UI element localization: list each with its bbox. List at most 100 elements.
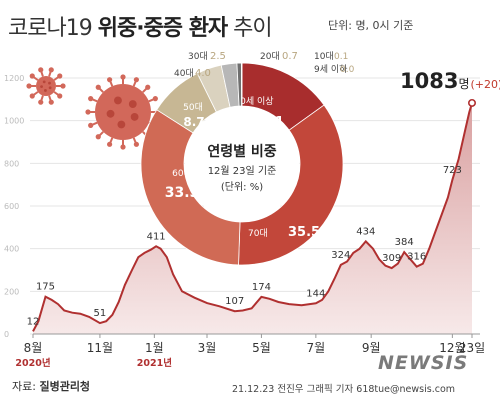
slice-label: 10대 [314, 51, 334, 62]
age-donut-chart: 80세 이상15.170대35.560대33.550대8.740대4.030대2… [140, 51, 355, 266]
virus-spot [106, 109, 115, 118]
virus-spot [114, 96, 122, 105]
title-suffix: 추이 [227, 16, 273, 41]
area-fill [33, 103, 472, 334]
data-label: 316 [407, 252, 426, 263]
data-label: 309 [382, 253, 401, 264]
slice-label: 60대 [172, 168, 192, 179]
virus-spike-tip [107, 77, 113, 83]
data-label: 434 [356, 226, 375, 237]
data-label: 411 [147, 231, 166, 242]
data-label: 384 [395, 237, 414, 248]
virus-spike-tip [145, 84, 151, 90]
x-tick-label: 1월 [145, 341, 164, 355]
y-tick-label: 200 [4, 287, 19, 296]
data-label: 51 [94, 308, 107, 319]
slice-label: 20대 [260, 51, 280, 62]
virus-spike-tip [29, 73, 35, 79]
data-label: 174 [252, 282, 271, 293]
donut-hole [185, 107, 299, 221]
data-label: 324 [331, 250, 350, 261]
virus-spike-tip [133, 141, 139, 147]
x-tick-label: 23일 [459, 341, 485, 355]
data-label: 144 [306, 288, 325, 299]
newsis-logo: NEWSIS [378, 352, 469, 374]
slice-label: 50대 [183, 102, 203, 113]
year-label: 2020년 [15, 357, 50, 369]
data-label: 107 [225, 296, 244, 307]
x-tick-label: 11월 [87, 341, 113, 355]
virus-spot [48, 86, 52, 90]
virus-spike-tip [95, 134, 101, 140]
virus-spike-tip [38, 99, 44, 105]
slice-value: 4.0 [195, 68, 211, 79]
virus-spike-tip [60, 83, 66, 89]
slice-value: 8.7 [183, 115, 204, 129]
slice-label: 40대 [174, 68, 194, 79]
virus-spike-tip [120, 74, 126, 80]
donut-subtitle: 12월 23일 기준 [208, 165, 277, 177]
source: 자료: 질병관리청 [12, 378, 90, 394]
slice-value: 0.7 [282, 51, 298, 62]
virus-body [95, 84, 151, 140]
virus-spot [48, 81, 51, 85]
slice-value: 0.0 [340, 65, 355, 75]
y-tick-label: 0 [4, 330, 9, 339]
slice-label: 80세 이상 [234, 96, 273, 107]
virus-spike-tip [38, 67, 44, 73]
virus-spike-tip [26, 83, 32, 89]
data-label: 12 [27, 316, 40, 327]
virus-spike-tip [48, 67, 54, 73]
virus-spike-tip [85, 109, 91, 115]
virus-spike-tip [57, 93, 63, 99]
x-tick-label: 12월 [439, 341, 465, 355]
slice-value: 2.5 [210, 51, 226, 62]
virus-spike-tip [88, 122, 94, 128]
virus-spike-tip [107, 141, 113, 147]
series-line [32, 102, 473, 332]
virus-spot [117, 120, 126, 129]
virus-spike-tip [29, 93, 35, 99]
virus-spike-tip [48, 99, 54, 105]
x-tick-label: 5월 [252, 341, 271, 355]
y-tick-labels: 0 200 400 600 800 1000 1200 [4, 74, 24, 339]
x-tick-label: 7월 [307, 341, 326, 355]
donut-slice [240, 62, 243, 107]
data-label: 175 [36, 282, 55, 293]
slice-value: 33.5 [165, 185, 200, 201]
year-label: 2021년 [137, 357, 172, 369]
latest-marker [467, 98, 476, 107]
y-tick-label: 1000 [4, 117, 24, 126]
y-tick-label: 1200 [4, 74, 24, 83]
virus-body [36, 76, 56, 96]
title-prefix: 코로나19 [8, 16, 98, 41]
virus-spike-tip [120, 144, 126, 150]
latest-value: 1083명(+20) [400, 69, 500, 107]
y-tick-label: 400 [4, 245, 19, 254]
data-labels: 12 175 51 411 107 174 144 324 434 309 384 316 723 [27, 165, 462, 328]
donut-slice [140, 109, 241, 266]
latest-number: 1083 [400, 69, 458, 93]
source-prefix: 자료: [12, 380, 40, 393]
virus-illustration [26, 67, 161, 150]
virus-spot [40, 85, 43, 89]
donut-title: 연령별 비중 [207, 143, 276, 160]
credit-line: 21.12.23 전진우 그래픽 기자 618tue@newsis.com [232, 384, 456, 395]
y-tick-label: 800 [4, 159, 19, 168]
x-tick-label: 3월 [198, 341, 217, 355]
virus-spike-tip [88, 96, 94, 102]
chart-title: 코로나19 위중·중증 환자 추이 [8, 10, 273, 42]
unit-note: 단위: 명, 0시 기준 [328, 19, 414, 32]
virus-spike-tip [152, 96, 158, 102]
virus-spike-tip [95, 84, 101, 90]
slice-value: 0.1 [334, 52, 348, 62]
virus-spike-tip [133, 77, 139, 83]
virus-small-icon [26, 67, 66, 105]
x-tick-label: 8월 [24, 341, 43, 355]
source-name: 질병관리청 [39, 380, 91, 393]
virus-spike-tip [57, 73, 63, 79]
latest-unit: 명 [458, 77, 469, 91]
